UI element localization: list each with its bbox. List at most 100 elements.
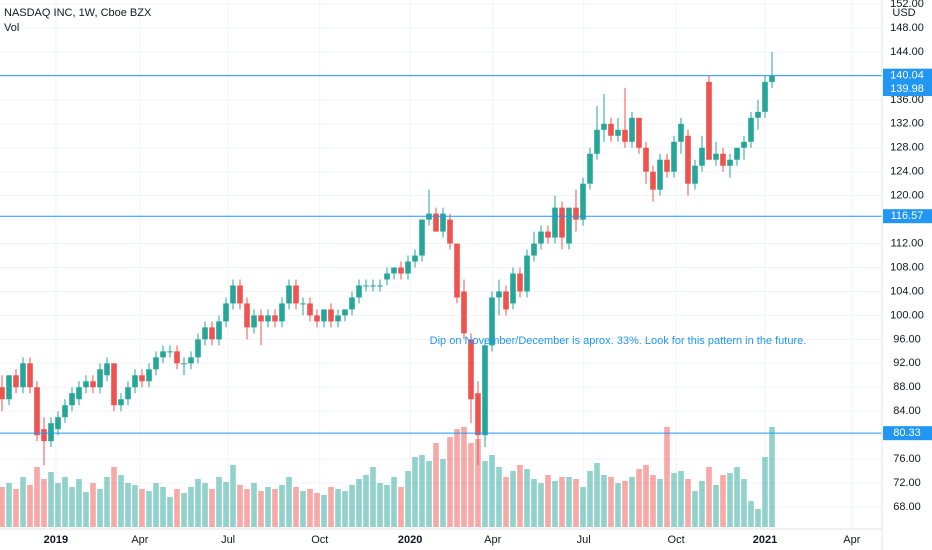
volume-bar <box>223 482 229 527</box>
y-tick-label: 96.00 <box>893 333 921 345</box>
candle-body <box>230 285 236 304</box>
candle-body <box>622 129 628 142</box>
candle-body <box>76 387 82 400</box>
volume-bar <box>510 471 516 527</box>
volume-bar <box>692 491 698 527</box>
candle-body <box>734 147 740 160</box>
x-tick-label: Apr <box>484 534 501 546</box>
candle-body <box>363 285 369 287</box>
candle-body <box>391 267 397 274</box>
volume-bar <box>713 485 719 527</box>
y-tick-label: 148.00 <box>890 22 924 34</box>
volume-bar <box>251 483 257 527</box>
volume-bar <box>426 461 432 527</box>
volume-bar <box>6 483 12 527</box>
volume-bar <box>69 487 75 527</box>
volume-bar <box>356 479 362 527</box>
currency-label: USD <box>892 7 915 19</box>
candle-body <box>538 231 544 244</box>
candle-body <box>692 165 698 184</box>
volume-bar <box>594 463 600 527</box>
candle-body <box>293 285 299 304</box>
volume-bar <box>622 481 628 527</box>
volume-bar <box>272 489 278 527</box>
volume-bar <box>195 479 201 527</box>
volume-bar <box>454 429 460 527</box>
volume-bar <box>643 465 649 527</box>
candle-body <box>664 159 670 172</box>
candle-body <box>531 243 537 256</box>
volume-bar <box>132 485 138 527</box>
candle-body <box>153 357 159 370</box>
volume-bar <box>342 491 348 527</box>
y-tick-label: 84.00 <box>893 405 921 417</box>
x-tick-label: Apr <box>843 534 860 546</box>
candle-body <box>335 315 341 322</box>
candle-body <box>13 375 19 388</box>
candle-body <box>671 141 677 172</box>
y-tick-label: 100.00 <box>890 309 924 321</box>
volume-bar <box>13 489 19 527</box>
candle-body <box>377 285 383 287</box>
volume-bar <box>720 475 726 527</box>
volume-bar <box>685 479 691 527</box>
volume-bar <box>125 483 131 527</box>
candle-body <box>27 363 33 388</box>
volume-bar <box>405 471 411 527</box>
volume-bar <box>307 489 313 527</box>
candle-body <box>174 351 180 364</box>
volume-bar <box>552 481 558 527</box>
volume-bar <box>321 495 327 527</box>
candle-body <box>342 309 348 316</box>
x-tick-label: Apr <box>131 534 148 546</box>
y-tick-label: 68.00 <box>893 501 921 513</box>
candle-body <box>118 399 124 406</box>
candle-body <box>643 147 649 172</box>
candle-body <box>0 387 5 400</box>
volume-bar <box>0 487 5 527</box>
candle-body <box>370 285 376 287</box>
last-price-tag <box>883 82 932 97</box>
volume-bar <box>286 477 292 527</box>
y-tick-label: 136.00 <box>890 94 924 106</box>
candle-body <box>62 405 68 418</box>
candle-body <box>314 315 320 322</box>
x-tick-label: 2021 <box>753 534 777 546</box>
volume-bar <box>531 479 537 527</box>
candle-body <box>545 231 551 238</box>
volume-bar <box>636 469 642 527</box>
volume-bar <box>293 487 299 527</box>
volume-bar <box>181 493 187 527</box>
candle-body <box>384 273 390 280</box>
candle-body <box>468 339 474 400</box>
price-tag-label: 140.04 <box>890 70 924 82</box>
candle-body <box>440 213 446 232</box>
candle-body <box>566 207 572 244</box>
candle-body <box>461 291 467 334</box>
y-tick-label: 132.00 <box>890 118 924 130</box>
volume-bar <box>391 477 397 527</box>
x-tick-label: Jul <box>221 534 235 546</box>
y-tick-label: 72.00 <box>893 477 921 489</box>
candle-body <box>685 135 691 184</box>
candle-body <box>41 429 47 442</box>
x-tick-label: Jul <box>577 534 591 546</box>
candle-body <box>223 303 229 322</box>
volume-bar <box>608 477 614 527</box>
volume-bar <box>566 477 572 527</box>
price-tag-label: 80.33 <box>893 427 921 439</box>
candle-body <box>552 207 558 238</box>
candle-body <box>97 369 103 388</box>
candle-body <box>489 297 495 346</box>
volume-bar <box>174 489 180 527</box>
candle-body <box>69 393 75 406</box>
candle-body <box>769 75 775 82</box>
candle-body <box>167 351 173 353</box>
volume-bar <box>629 477 635 527</box>
last-price-label: 139.98 <box>890 83 924 95</box>
candle-body <box>713 153 719 160</box>
volume-pane <box>0 427 775 527</box>
candle-body <box>209 327 215 340</box>
candle-body <box>48 423 54 442</box>
volume-bar <box>440 459 446 527</box>
